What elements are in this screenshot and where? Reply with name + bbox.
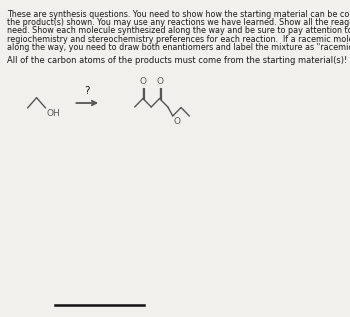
- Text: OH: OH: [46, 109, 60, 118]
- Text: along the way, you need to draw both enantiomers and label the mixture as "racem: along the way, you need to draw both ena…: [7, 43, 350, 52]
- Text: regiochemistry and stereochemistry preferences for each reaction.  If a racemic : regiochemistry and stereochemistry prefe…: [7, 35, 350, 44]
- Text: O: O: [173, 117, 180, 126]
- Text: O: O: [140, 76, 147, 86]
- Text: ?: ?: [84, 86, 90, 96]
- Text: the product(s) shown. You may use any reactions we have learned. Show all the re: the product(s) shown. You may use any re…: [7, 18, 350, 27]
- Text: All of the carbon atoms of the products must come from the starting material(s)!: All of the carbon atoms of the products …: [7, 56, 348, 65]
- Text: need. Show each molecule synthesized along the way and be sure to pay attention : need. Show each molecule synthesized alo…: [7, 26, 350, 36]
- Text: O: O: [156, 76, 163, 86]
- Text: These are synthesis questions. You need to show how the starting material can be: These are synthesis questions. You need …: [7, 10, 350, 19]
